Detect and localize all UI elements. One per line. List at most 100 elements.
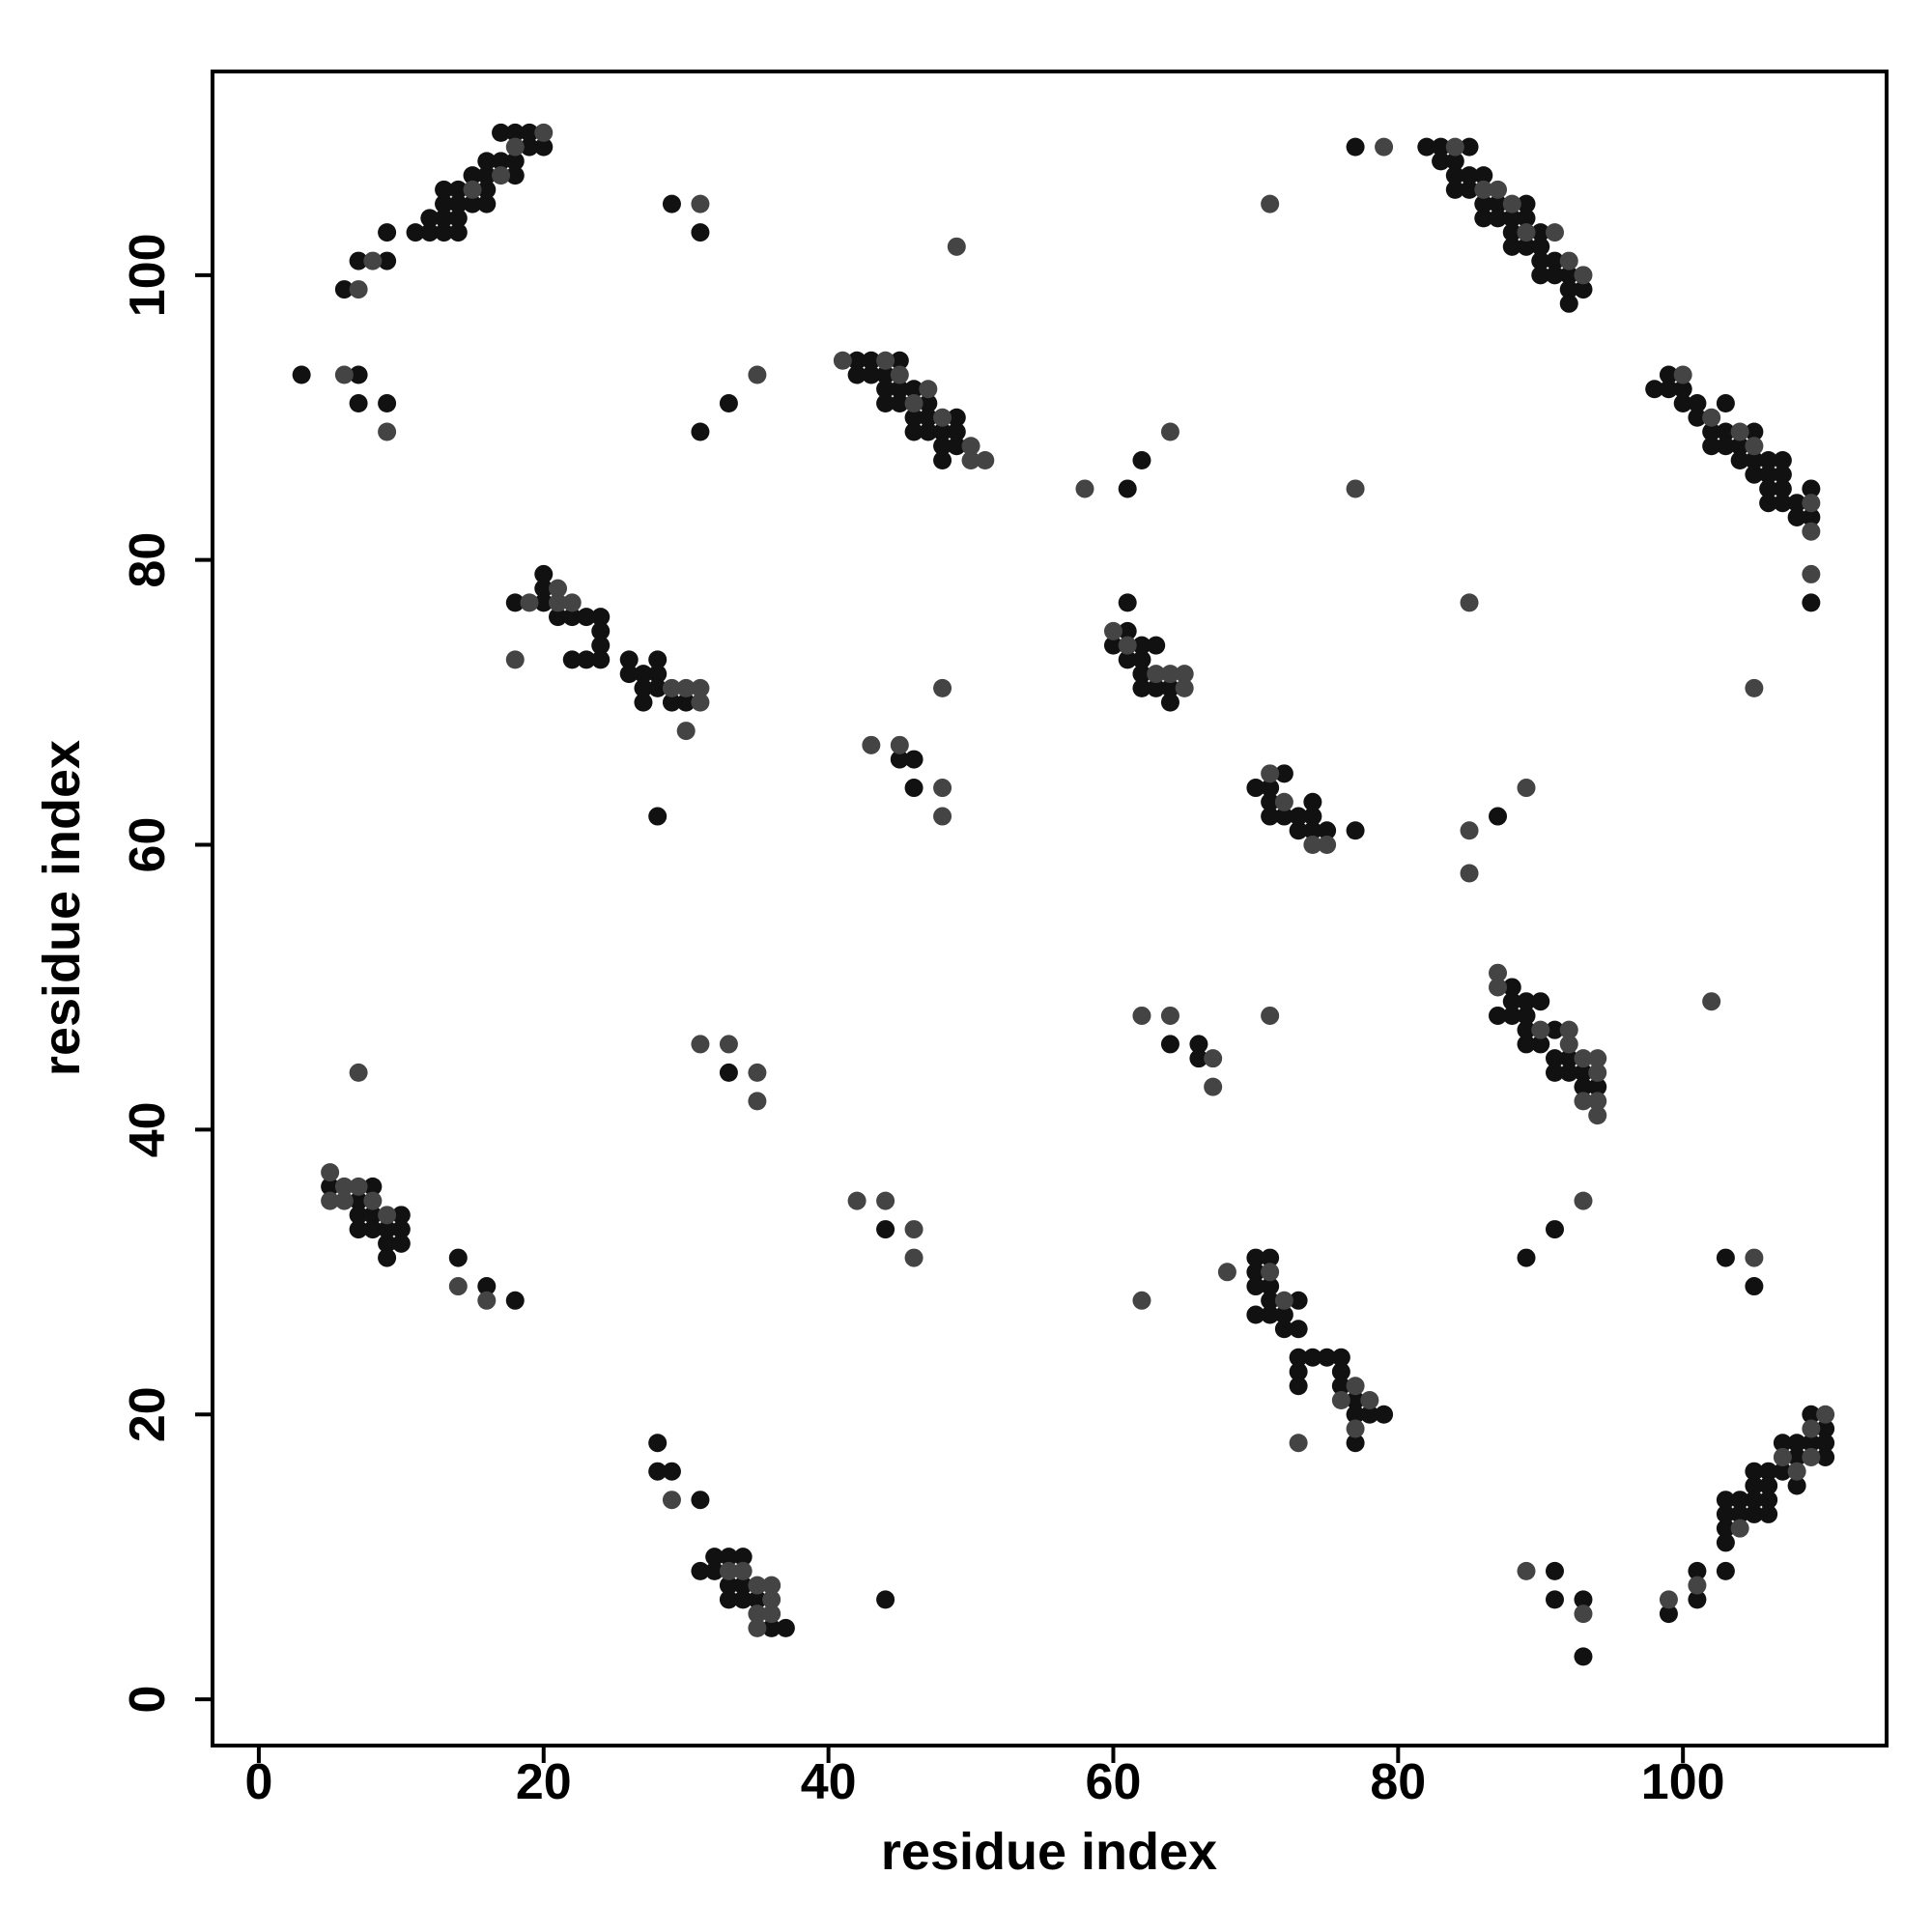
point: [1574, 266, 1593, 285]
point: [1545, 1063, 1564, 1082]
point: [1574, 1092, 1593, 1111]
point: [1489, 1006, 1508, 1025]
point: [1702, 408, 1721, 427]
point: [1802, 1405, 1821, 1424]
point: [1588, 1106, 1607, 1125]
point: [1787, 494, 1806, 513]
point: [1489, 807, 1508, 826]
point: [876, 351, 895, 370]
point: [1175, 665, 1194, 684]
point: [378, 422, 397, 441]
point: [1559, 1063, 1578, 1082]
point: [1502, 194, 1521, 213]
point: [1759, 494, 1778, 513]
point: [1132, 1006, 1151, 1025]
point: [391, 1220, 411, 1239]
point: [748, 365, 767, 384]
point: [477, 1291, 497, 1310]
point: [562, 593, 582, 612]
point: [1303, 807, 1322, 826]
point: [1802, 593, 1821, 612]
point: [1360, 1405, 1379, 1424]
point: [1730, 1519, 1749, 1538]
point: [1346, 479, 1365, 498]
point: [1318, 1348, 1337, 1367]
point: [904, 1220, 923, 1239]
x-tick-label: 100: [1641, 1754, 1725, 1810]
point: [1773, 465, 1792, 484]
point: [1588, 1092, 1607, 1111]
point: [420, 209, 440, 228]
point: [349, 1177, 368, 1196]
point: [1204, 1077, 1223, 1096]
point: [1588, 1063, 1607, 1082]
point: [876, 1220, 895, 1239]
point: [334, 365, 354, 384]
point: [1773, 479, 1792, 498]
point: [1160, 665, 1179, 684]
point: [1160, 1006, 1179, 1025]
point: [676, 693, 696, 712]
point: [1261, 1305, 1280, 1324]
point: [1759, 1476, 1778, 1495]
point: [1545, 223, 1564, 242]
y-tick-label: 40: [120, 1101, 176, 1157]
point: [378, 251, 397, 270]
point: [1802, 1419, 1821, 1438]
point: [933, 422, 952, 441]
point: [1574, 1063, 1593, 1082]
point: [1574, 1647, 1593, 1666]
point: [1574, 1077, 1593, 1096]
point: [1702, 437, 1721, 456]
point: [1716, 1248, 1735, 1267]
point: [748, 1092, 767, 1111]
point: [676, 678, 696, 697]
point: [1716, 1491, 1735, 1510]
point: [1460, 166, 1479, 185]
point: [505, 123, 525, 142]
point: [1730, 437, 1749, 456]
point: [1460, 180, 1479, 199]
point: [1531, 1020, 1550, 1039]
point: [1673, 394, 1692, 413]
point: [1346, 1434, 1365, 1453]
point: [378, 1234, 397, 1253]
point: [691, 1491, 710, 1510]
point: [847, 1191, 867, 1210]
point: [1502, 978, 1521, 997]
point: [1588, 1049, 1607, 1068]
point: [349, 365, 368, 384]
point: [662, 693, 681, 712]
point: [1289, 1348, 1308, 1367]
point: [1132, 450, 1151, 469]
point: [933, 450, 952, 469]
point: [1346, 1377, 1365, 1396]
point: [1261, 764, 1280, 783]
point: [705, 1561, 724, 1580]
point: [1816, 1434, 1835, 1453]
point: [1432, 152, 1451, 171]
point: [520, 137, 539, 156]
point: [1531, 266, 1550, 285]
point: [904, 779, 923, 798]
point: [919, 394, 938, 413]
point: [1417, 137, 1436, 156]
point: [876, 1191, 895, 1210]
point: [1274, 1305, 1293, 1324]
point: [505, 152, 525, 171]
point: [1432, 137, 1451, 156]
point: [1716, 422, 1735, 441]
point: [1574, 1605, 1593, 1624]
point: [1132, 665, 1151, 684]
point: [1531, 992, 1550, 1011]
point: [733, 1548, 753, 1567]
point: [1545, 266, 1564, 285]
point: [1688, 408, 1707, 427]
point: [1204, 1049, 1223, 1068]
point: [492, 123, 511, 142]
point: [1346, 1405, 1365, 1424]
point: [1445, 166, 1464, 185]
point: [1531, 237, 1550, 256]
point: [1759, 479, 1778, 498]
point: [1559, 280, 1578, 299]
